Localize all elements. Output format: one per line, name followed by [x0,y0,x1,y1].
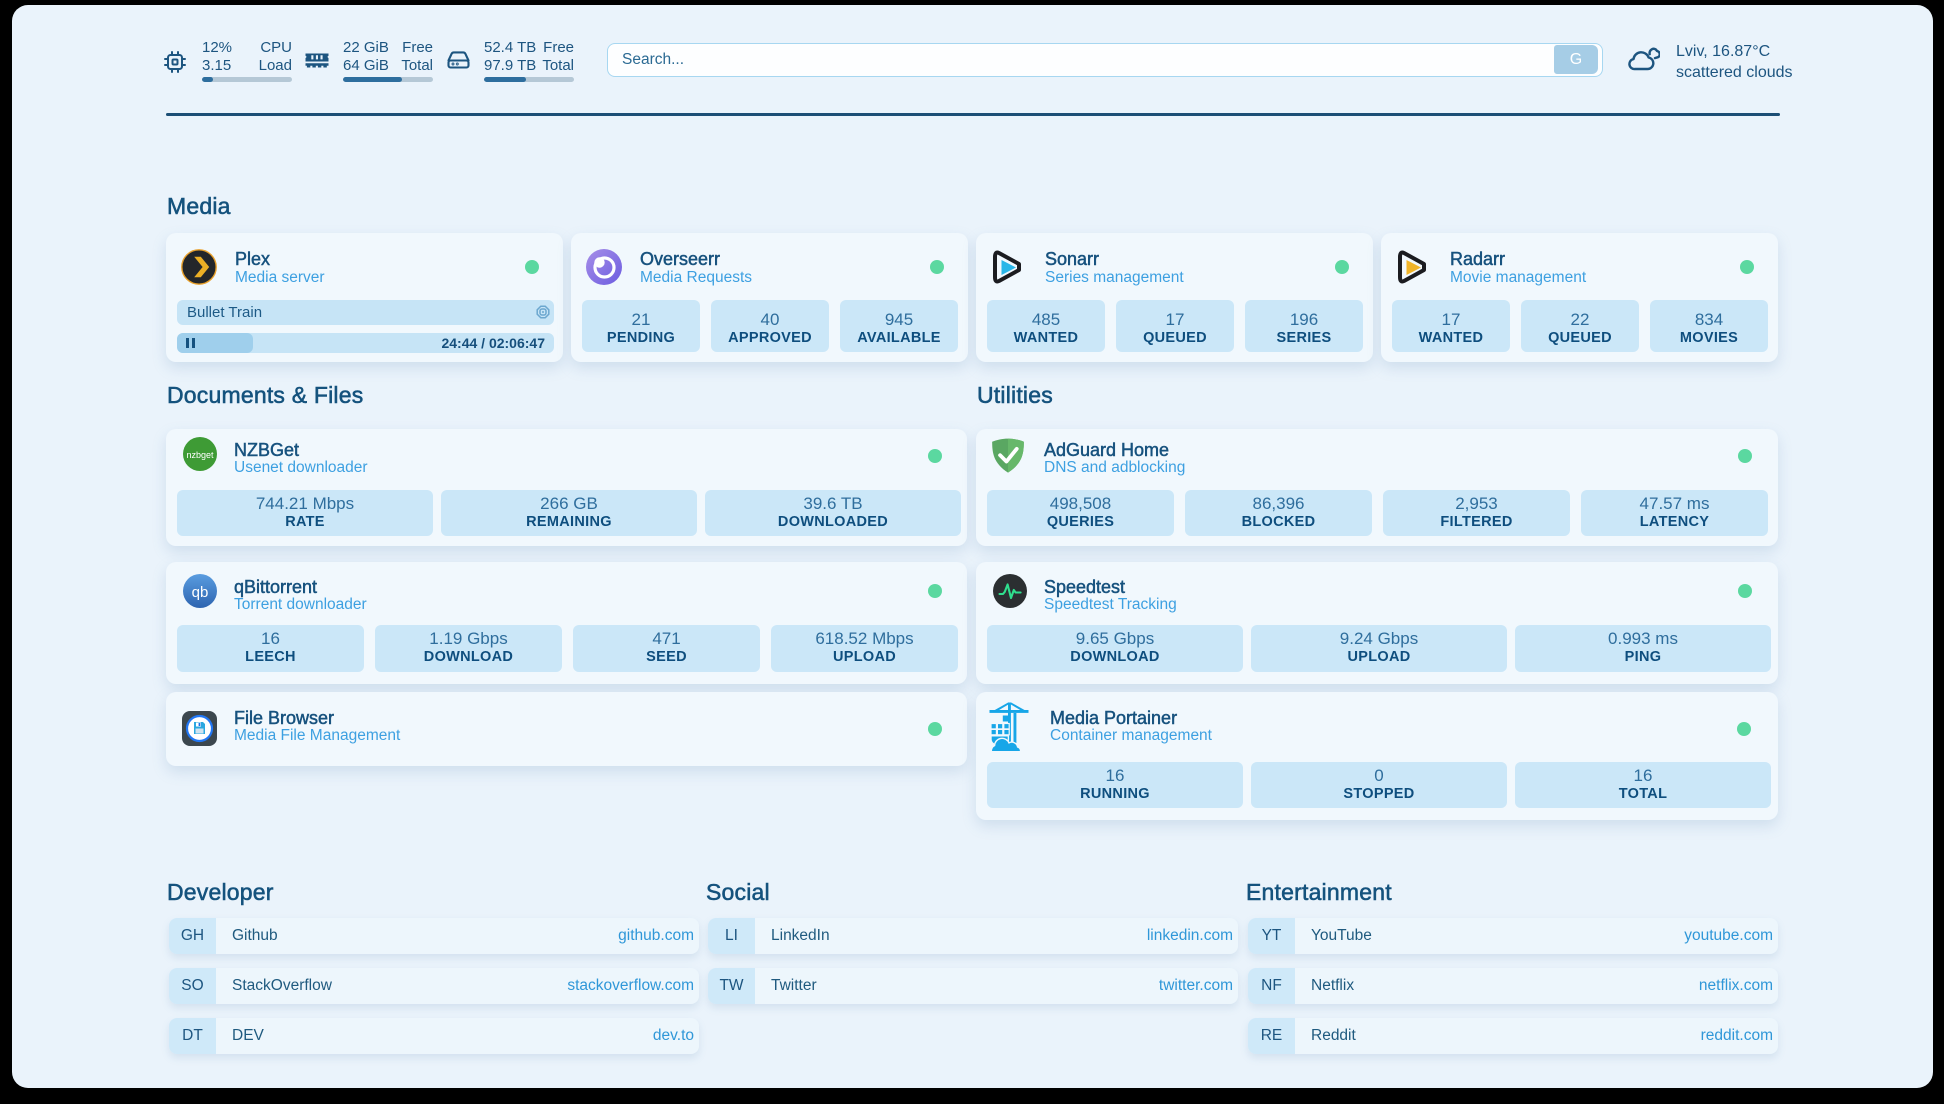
svg-text:nzbget: nzbget [186,450,214,460]
svg-text:qb: qb [192,584,209,601]
